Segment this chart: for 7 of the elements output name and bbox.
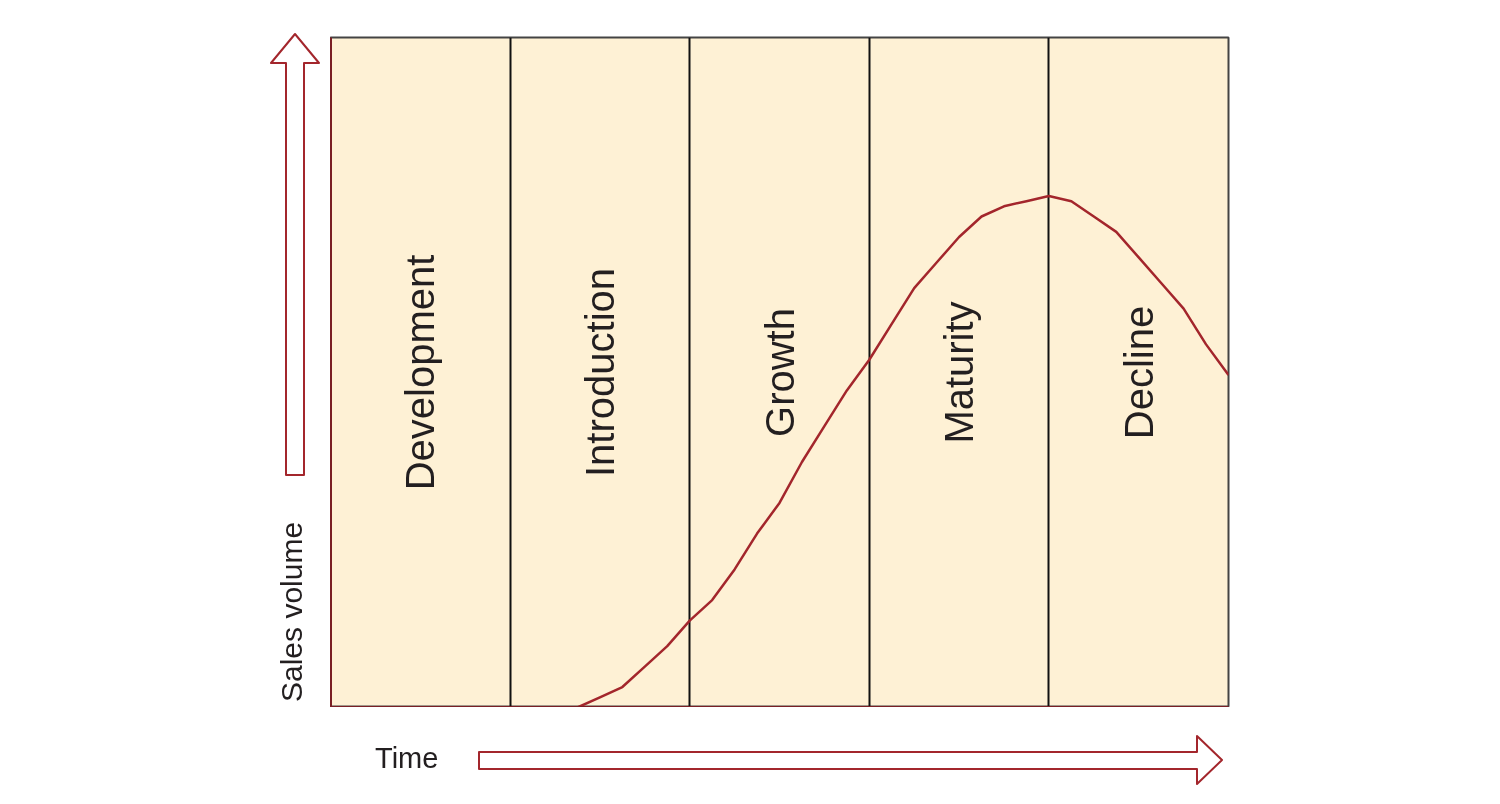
annotation: Growth <box>757 308 802 437</box>
annotation: Development <box>398 254 443 491</box>
annotation: Decline <box>1116 305 1161 440</box>
y-axis-title: Sales volume <box>274 521 308 702</box>
annotation: Introduction <box>577 267 622 478</box>
x-axis-title: Time <box>375 741 439 774</box>
annotation: Maturity <box>937 301 982 444</box>
